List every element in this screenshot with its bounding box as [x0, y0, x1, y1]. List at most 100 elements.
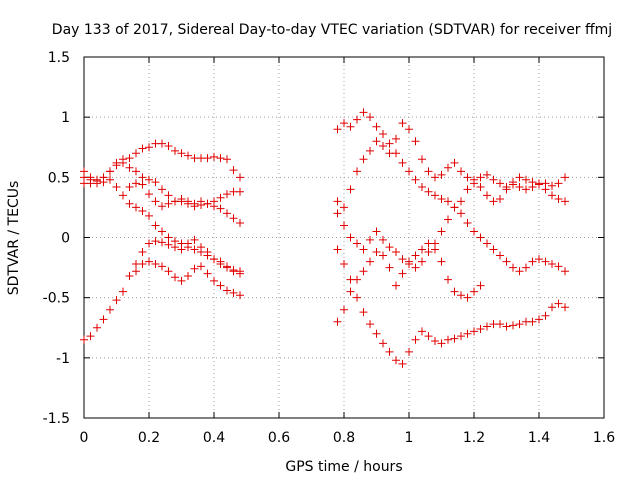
data-point	[463, 173, 472, 182]
data-point	[340, 259, 348, 268]
data-point	[496, 320, 504, 329]
data-point	[145, 190, 153, 199]
data-point	[236, 219, 244, 228]
data-point	[457, 291, 465, 300]
data-point	[535, 255, 543, 264]
data-point	[171, 273, 179, 282]
data-point	[522, 185, 530, 194]
data-point	[203, 269, 212, 278]
data-point	[411, 335, 420, 344]
data-point	[470, 227, 478, 236]
data-point	[86, 332, 95, 341]
data-point	[437, 257, 446, 266]
data-point	[229, 214, 238, 223]
data-point	[333, 317, 342, 326]
data-point	[535, 315, 543, 324]
data-point	[457, 197, 465, 206]
data-point	[125, 154, 134, 163]
data-point	[431, 336, 439, 345]
data-point	[366, 113, 374, 122]
data-point	[392, 356, 400, 365]
data-point	[119, 191, 127, 200]
data-point	[450, 334, 459, 343]
data-point	[80, 173, 88, 182]
x-tick-label: 0.4	[203, 430, 225, 446]
data-point	[197, 262, 205, 271]
data-point	[197, 197, 205, 206]
data-point	[502, 257, 511, 266]
data-point	[411, 137, 420, 146]
data-point	[236, 187, 244, 196]
x-tick-label: 1	[405, 430, 414, 446]
data-point	[164, 267, 173, 276]
data-point	[216, 193, 225, 202]
data-point	[522, 175, 530, 184]
data-point	[489, 197, 498, 206]
data-point	[171, 243, 179, 252]
data-point	[340, 119, 348, 128]
y-tick-label: -1	[56, 351, 70, 367]
data-point	[359, 108, 368, 117]
data-point	[476, 173, 485, 182]
data-point	[223, 155, 231, 164]
data-point	[151, 197, 160, 206]
data-point	[125, 199, 134, 208]
data-point	[418, 155, 426, 164]
data-point	[164, 199, 173, 208]
data-point	[106, 305, 114, 314]
series-s10	[333, 239, 485, 326]
data-point	[561, 303, 569, 312]
data-point	[392, 247, 400, 256]
plot-frame	[83, 56, 605, 419]
data-point	[392, 134, 400, 143]
series-s6	[125, 179, 244, 228]
data-point	[450, 158, 459, 167]
y-tick-label: 1.5	[48, 50, 70, 66]
data-point	[340, 203, 348, 212]
data-point	[548, 181, 556, 190]
data-point	[463, 219, 472, 228]
series-s5	[132, 257, 244, 300]
data-point	[554, 299, 563, 308]
y-axis-title: SDTVAR / TECUs	[6, 181, 22, 296]
data-point	[496, 179, 504, 188]
chart-title: Day 133 of 2017, Sidereal Day-to-day VTE…	[52, 22, 612, 38]
data-point	[483, 322, 491, 331]
data-point	[450, 203, 459, 212]
data-point	[158, 139, 166, 148]
data-point	[138, 247, 147, 256]
data-point	[210, 276, 218, 285]
data-point	[561, 197, 569, 206]
data-point	[236, 173, 244, 182]
data-point	[359, 308, 368, 317]
data-point	[554, 262, 563, 271]
data-point	[372, 137, 381, 146]
data-point	[138, 173, 147, 182]
data-point	[541, 257, 550, 266]
data-point	[177, 276, 186, 285]
data-point	[457, 332, 465, 341]
data-point	[444, 215, 452, 224]
data-point	[548, 259, 556, 268]
x-tick-label: 1.4	[528, 430, 550, 446]
data-point	[93, 179, 101, 188]
data-point	[171, 197, 179, 206]
scatter-points	[80, 108, 569, 368]
data-point	[80, 335, 88, 344]
data-point	[203, 199, 212, 208]
data-point	[541, 311, 550, 320]
data-point	[385, 263, 394, 272]
data-point	[372, 227, 381, 236]
data-point	[229, 265, 238, 274]
data-point	[216, 259, 225, 268]
data-point	[463, 185, 472, 194]
data-point	[158, 262, 166, 271]
y-tick-label: -1.5	[43, 411, 70, 427]
series-s11	[333, 179, 569, 272]
data-point	[431, 239, 439, 248]
data-point	[145, 211, 153, 220]
data-point	[418, 257, 426, 266]
data-point	[132, 267, 140, 276]
data-point	[223, 263, 231, 272]
data-point	[424, 167, 433, 176]
